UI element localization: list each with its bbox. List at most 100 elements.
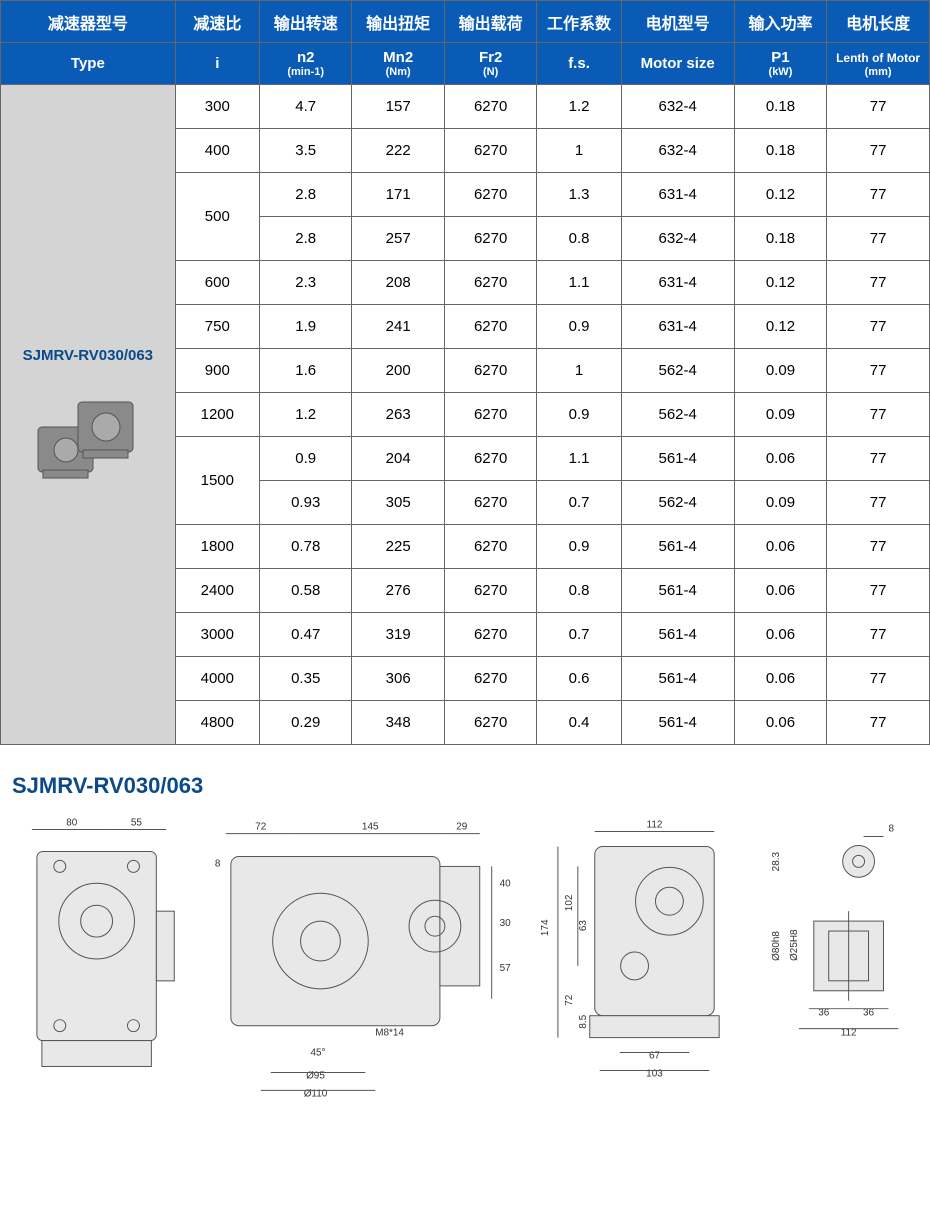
svg-text:55: 55 [131, 818, 143, 829]
cell-p1: 0.12 [734, 261, 826, 305]
cell-i: 1500 [175, 437, 259, 525]
hdr-cn-2: 输出转速 [259, 1, 351, 43]
cell-fs: 0.9 [537, 525, 621, 569]
cell-fr2: 6270 [444, 613, 536, 657]
cell-mn2: 348 [352, 701, 444, 745]
cell-fs: 0.8 [537, 217, 621, 261]
svg-text:Ø80h8: Ø80h8 [771, 931, 782, 961]
hdr-cn-3: 输出扭矩 [352, 1, 444, 43]
hdr-en-8: Lenth of Motor(mm) [827, 43, 930, 85]
cell-fr2: 6270 [444, 437, 536, 481]
svg-text:M8*14: M8*14 [375, 1028, 404, 1039]
product-image-icon [3, 382, 173, 482]
svg-text:174: 174 [540, 919, 551, 936]
svg-text:8.5: 8.5 [577, 1014, 588, 1028]
hdr-cn-8: 电机长度 [827, 1, 930, 43]
cell-fr2: 6270 [444, 85, 536, 129]
cell-motor: 561-4 [621, 525, 734, 569]
cell-mn2: 157 [352, 85, 444, 129]
cell-n2: 0.35 [259, 657, 351, 701]
cell-motor: 561-4 [621, 701, 734, 745]
cell-i: 750 [175, 305, 259, 349]
spec-table: 减速器型号 减速比 输出转速 输出扭矩 输出载荷 工作系数 电机型号 输入功率 … [0, 0, 930, 745]
svg-text:72: 72 [564, 994, 575, 1006]
table-row: SJMRV-RV030/0633004.715762701.2632-40.18… [1, 85, 930, 129]
cell-fs: 0.7 [537, 481, 621, 525]
cell-len: 77 [827, 437, 930, 481]
cell-fs: 1.1 [537, 261, 621, 305]
cell-mn2: 200 [352, 349, 444, 393]
cell-n2: 0.58 [259, 569, 351, 613]
cell-p1: 0.06 [734, 701, 826, 745]
cell-motor: 561-4 [621, 657, 734, 701]
cell-len: 77 [827, 613, 930, 657]
cell-p1: 0.09 [734, 349, 826, 393]
cell-fs: 0.9 [537, 393, 621, 437]
cell-fr2: 6270 [444, 305, 536, 349]
cell-len: 77 [827, 525, 930, 569]
svg-text:102: 102 [564, 894, 575, 911]
cell-mn2: 263 [352, 393, 444, 437]
cell-motor: 631-4 [621, 305, 734, 349]
cell-p1: 0.12 [734, 305, 826, 349]
cell-fs: 0.6 [537, 657, 621, 701]
svg-text:40: 40 [500, 878, 512, 889]
cell-n2: 0.29 [259, 701, 351, 745]
cell-i: 300 [175, 85, 259, 129]
cell-motor: 561-4 [621, 437, 734, 481]
svg-text:112: 112 [646, 820, 662, 831]
cell-i: 3000 [175, 613, 259, 657]
cell-n2: 0.93 [259, 481, 351, 525]
cell-n2: 1.9 [259, 305, 351, 349]
cell-len: 77 [827, 569, 930, 613]
cell-n2: 3.5 [259, 129, 351, 173]
cell-len: 77 [827, 349, 930, 393]
cell-i: 4000 [175, 657, 259, 701]
hdr-en-5: f.s. [537, 43, 621, 85]
cell-fs: 0.7 [537, 613, 621, 657]
cell-n2: 4.7 [259, 85, 351, 129]
svg-text:112: 112 [840, 1028, 856, 1039]
hdr-en-2: n2(min-1) [259, 43, 351, 85]
hdr-cn-4: 输出载荷 [444, 1, 536, 43]
cell-p1: 0.06 [734, 525, 826, 569]
cell-p1: 0.18 [734, 129, 826, 173]
cell-mn2: 257 [352, 217, 444, 261]
cell-fr2: 6270 [444, 173, 536, 217]
cell-n2: 0.78 [259, 525, 351, 569]
cell-i: 500 [175, 173, 259, 261]
cell-fs: 0.4 [537, 701, 621, 745]
cell-mn2: 276 [352, 569, 444, 613]
cell-p1: 0.09 [734, 481, 826, 525]
table-body: SJMRV-RV030/0633004.715762701.2632-40.18… [1, 85, 930, 745]
svg-text:Ø25H8: Ø25H8 [789, 929, 800, 961]
cell-fr2: 6270 [444, 393, 536, 437]
svg-text:28.3: 28.3 [771, 852, 782, 872]
cell-mn2: 222 [352, 129, 444, 173]
cell-motor: 632-4 [621, 85, 734, 129]
hdr-en-6: Motor size [621, 43, 734, 85]
cell-motor: 632-4 [621, 129, 734, 173]
cell-p1: 0.18 [734, 85, 826, 129]
hdr-en-0: Type [1, 43, 176, 85]
cell-n2: 0.9 [259, 437, 351, 481]
cell-len: 77 [827, 305, 930, 349]
cell-mn2: 171 [352, 173, 444, 217]
hdr-cn-7: 输入功率 [734, 1, 826, 43]
cell-fs: 0.9 [537, 305, 621, 349]
header-row-en: Type i n2(min-1) Mn2(Nm) Fr2(N) f.s. Mot… [1, 43, 930, 85]
cell-n2: 0.47 [259, 613, 351, 657]
svg-text:36: 36 [863, 1008, 875, 1019]
svg-text:45°: 45° [311, 1048, 326, 1059]
hdr-cn-1: 减速比 [175, 1, 259, 43]
cell-fr2: 6270 [444, 217, 536, 261]
cell-motor: 631-4 [621, 173, 734, 217]
cell-len: 77 [827, 701, 930, 745]
cell-fr2: 6270 [444, 349, 536, 393]
svg-text:30: 30 [500, 918, 512, 929]
cell-mn2: 204 [352, 437, 444, 481]
hdr-en-4: Fr2(N) [444, 43, 536, 85]
cell-p1: 0.18 [734, 217, 826, 261]
cell-motor: 562-4 [621, 349, 734, 393]
cell-motor: 562-4 [621, 393, 734, 437]
